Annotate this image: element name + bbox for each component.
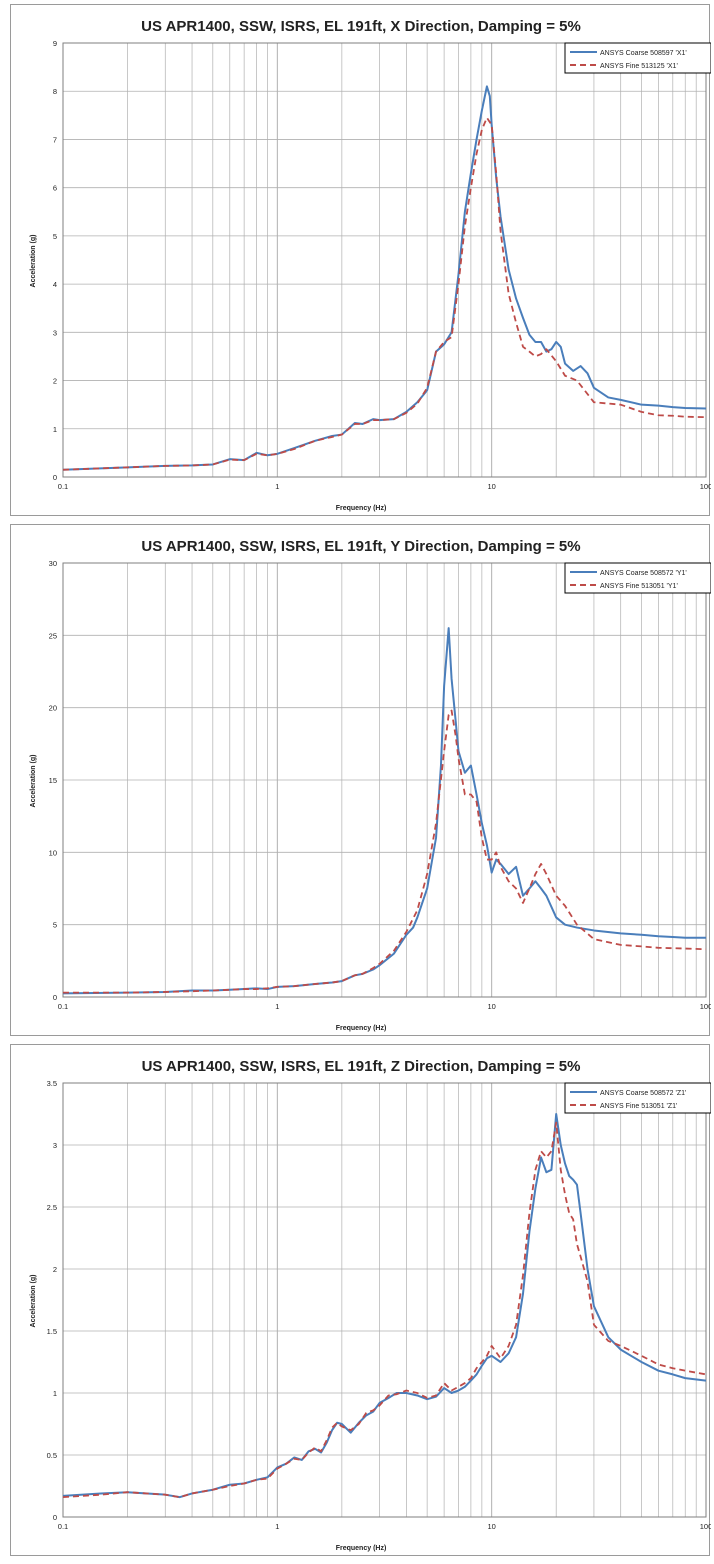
x-tick-label: 10 <box>487 1522 495 1531</box>
chart-title: US APR1400, SSW, ISRS, EL 191ft, Y Direc… <box>141 538 580 555</box>
y-tick-label: 0 <box>53 473 57 482</box>
chart-x: US APR1400, SSW, ISRS, EL 191ft, X Direc… <box>30 18 711 512</box>
x-tick-label: 0.1 <box>58 1522 68 1531</box>
plot-area: 0 0.5 1 1.5 2 2.5 3 3.5 0.1 1 10 100 <box>47 1079 711 1531</box>
y-tick-label: 5 <box>53 232 57 241</box>
y-tick-label: 3 <box>53 328 57 337</box>
plot-frame <box>62 562 707 998</box>
legend-box <box>564 1082 711 1114</box>
legend: ANSYS Coarse 508597 'X1' ANSYS Fine 5131… <box>564 42 711 74</box>
chart-panel-x: US APR1400, SSW, ISRS, EL 191ft, X Direc… <box>10 4 711 516</box>
legend-box <box>564 562 711 594</box>
x-tick-label: 1 <box>275 1002 279 1011</box>
x-tick-label: 100 <box>700 1002 711 1011</box>
legend: ANSYS Coarse 508572 'Z1' ANSYS Fine 5130… <box>564 1082 711 1114</box>
chart-title: US APR1400, SSW, ISRS, EL 191ft, X Direc… <box>141 18 581 35</box>
legend-label-coarse: ANSYS Coarse 508572 'Z1' <box>600 1090 686 1097</box>
chart-panel-y: US APR1400, SSW, ISRS, EL 191ft, Y Direc… <box>10 524 711 1036</box>
y-tick-label: 7 <box>53 135 57 144</box>
y-tick-label: 10 <box>49 848 57 857</box>
legend: ANSYS Coarse 508572 'Y1' ANSYS Fine 5130… <box>564 562 711 594</box>
y-tick-label: 8 <box>53 87 57 96</box>
y-tick-label: 0 <box>53 1513 57 1522</box>
series-line-fine <box>63 709 707 994</box>
x-tick-label: 10 <box>487 482 495 491</box>
y-tick-label: 1 <box>53 1389 57 1398</box>
y-tick-label: 15 <box>49 776 57 785</box>
y-tick-label: 3 <box>53 1141 57 1150</box>
y-tick-label: 30 <box>49 559 57 568</box>
chart-panel-z: US APR1400, SSW, ISRS, EL 191ft, Z Direc… <box>10 1044 711 1556</box>
y-tick-label: 0 <box>53 993 57 1002</box>
legend-label-fine: ANSYS Fine 513051 'Z1' <box>600 1103 677 1110</box>
y-tick-label: 0.5 <box>47 1451 57 1460</box>
y-tick-label: 2.5 <box>47 1203 57 1212</box>
chart-z: US APR1400, SSW, ISRS, EL 191ft, Z Direc… <box>30 1058 711 1552</box>
y-tick-label: 4 <box>53 280 57 289</box>
legend-label-fine: ANSYS Fine 513125 'X1' <box>600 63 678 70</box>
y-tick-label: 3.5 <box>47 1079 57 1088</box>
series-line-coarse <box>62 85 707 471</box>
series-line-fine <box>62 116 707 471</box>
plot-frame <box>62 42 707 478</box>
y-tick-label: 2 <box>53 1265 57 1274</box>
y-axis-label: Acceleration (g) <box>30 1275 37 1328</box>
legend-label-coarse: ANSYS Coarse 508597 'X1' <box>600 50 687 57</box>
series-line-fine <box>62 1121 707 1499</box>
legend-label-fine: ANSYS Fine 513051 'Y1' <box>600 583 678 590</box>
legend-box <box>564 42 711 74</box>
series-line-coarse <box>62 627 706 995</box>
series-line-coarse <box>62 1113 707 1499</box>
x-axis-label: Frequency (Hz) <box>336 1025 387 1032</box>
legend-label-coarse: ANSYS Coarse 508572 'Y1' <box>600 570 687 577</box>
plot-frame <box>62 1082 707 1518</box>
x-tick-label: 1 <box>275 1522 279 1531</box>
x-tick-label: 100 <box>700 1522 711 1531</box>
x-tick-label: 0.1 <box>58 1002 68 1011</box>
y-tick-label: 6 <box>53 184 57 193</box>
plot-area: 0 1 2 3 4 5 6 7 8 9 0.1 1 10 100 <box>53 39 711 491</box>
y-tick-label: 1 <box>53 425 57 434</box>
y-tick-label: 9 <box>53 39 57 48</box>
x-tick-label: 1 <box>275 482 279 491</box>
y-axis-label: Acceleration (g) <box>30 235 37 288</box>
x-tick-label: 100 <box>700 482 711 491</box>
y-tick-label: 25 <box>49 631 57 640</box>
y-tick-label: 2 <box>53 377 57 386</box>
chart-y: US APR1400, SSW, ISRS, EL 191ft, Y Direc… <box>30 538 711 1032</box>
y-axis-label: Acceleration (g) <box>30 755 37 808</box>
plot-area: 0 5 10 15 20 25 30 0.1 1 10 100 <box>49 559 711 1011</box>
y-tick-label: 20 <box>49 704 57 713</box>
x-axis-label: Frequency (Hz) <box>336 1545 387 1552</box>
y-tick-label: 5 <box>53 921 57 930</box>
chart-title: US APR1400, SSW, ISRS, EL 191ft, Z Direc… <box>142 1058 581 1075</box>
y-tick-label: 1.5 <box>47 1327 57 1336</box>
x-tick-label: 10 <box>487 1002 495 1011</box>
x-tick-label: 0.1 <box>58 482 68 491</box>
x-axis-label: Frequency (Hz) <box>336 505 387 512</box>
